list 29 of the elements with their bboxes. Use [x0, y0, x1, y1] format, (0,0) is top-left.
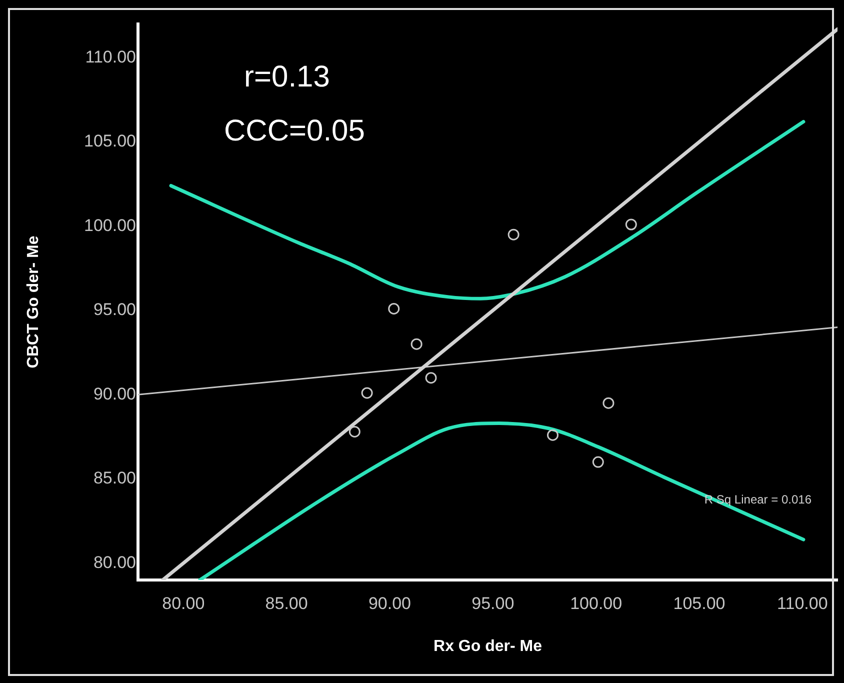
- y-tick-label: 80.00: [93, 552, 136, 572]
- y-tick-label: 90.00: [93, 384, 136, 404]
- point: [361, 387, 373, 399]
- line-series: [169, 120, 806, 300]
- y-tick-label: 100.00: [84, 216, 136, 235]
- point: [388, 302, 400, 314]
- annotation: r=0.13: [244, 60, 330, 94]
- x-axis-title: Rx Go der- Me: [434, 638, 542, 655]
- point: [547, 429, 558, 441]
- point: [348, 426, 360, 438]
- point: [625, 218, 637, 230]
- y-tick-label: 105.00: [84, 132, 136, 151]
- y-tick-label: 85.00: [93, 468, 136, 488]
- x-tick-label: 110.00: [777, 594, 828, 613]
- point: [410, 338, 422, 350]
- x-tick-label: 95.00: [472, 594, 514, 613]
- annotation: CCC=0.05: [224, 114, 365, 148]
- y-axis-title: CBCT Go der- Me: [25, 236, 42, 368]
- point: [425, 372, 437, 384]
- point: [602, 397, 614, 409]
- x-tick-label: 80.00: [162, 594, 205, 613]
- y-tick-label: 110.00: [85, 47, 136, 66]
- point: [508, 228, 520, 240]
- x-tick-label: 85.00: [265, 594, 308, 613]
- x-tick-label: 90.00: [368, 594, 412, 613]
- x-tick-label: 105.00: [673, 594, 726, 613]
- point: [592, 456, 604, 468]
- x-tick-label: 100.00: [570, 594, 622, 613]
- y-tick-label: 95.00: [93, 300, 136, 320]
